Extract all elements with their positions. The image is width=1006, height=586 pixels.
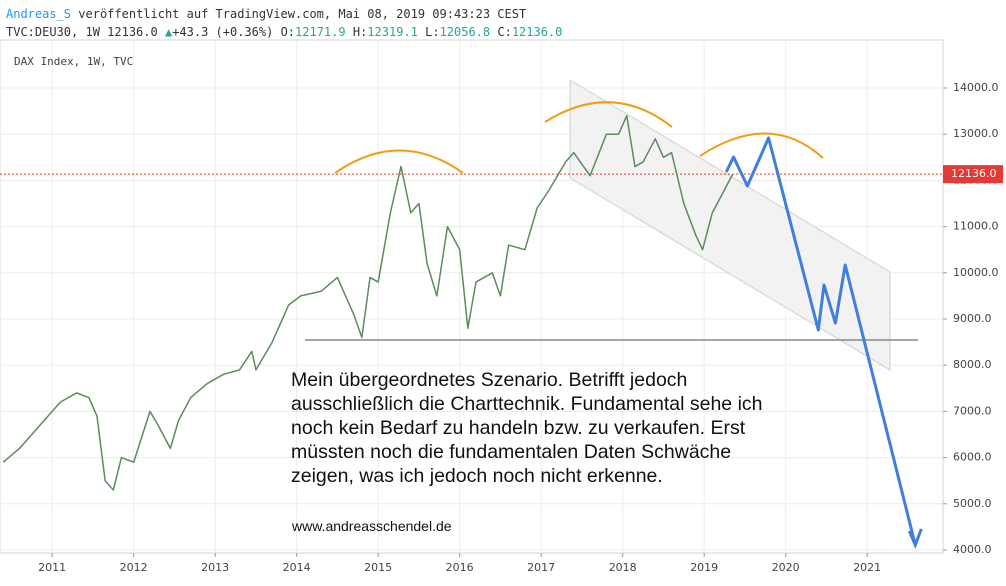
ohlc-value: 12056.8 — [439, 25, 491, 39]
website: www.andreasschendel.de — [292, 518, 452, 534]
x-tick-label: 2020 — [772, 561, 800, 574]
arc — [699, 132, 824, 159]
arrow: ▲ — [164, 25, 173, 39]
arrow-head — [907, 528, 923, 550]
ohlc-value: 12136.0 — [511, 25, 563, 39]
ohlc-key: L: — [425, 25, 440, 39]
ohlc-value: 12171.9 — [295, 25, 346, 39]
ohlc-key: H: — [352, 25, 368, 39]
x-tick-label: 2016 — [446, 561, 474, 574]
x-tick-label: 2014 — [283, 561, 311, 574]
symbol: TVC:DEU30, 1W 12136.0 — [6, 25, 158, 39]
x-tick-label: 2018 — [609, 561, 637, 574]
header-line: Andreas_S veröffentlicht auf TradingView… — [6, 5, 562, 23]
x-tick-label: 2015 — [364, 561, 392, 574]
y-tick-label: 11000.0 — [953, 220, 999, 233]
price-box — [943, 165, 1003, 184]
y-tick-label: 9000.0 — [953, 312, 992, 325]
x-tick-label: 2011 — [38, 561, 66, 574]
ohlc-key: O: — [280, 25, 296, 39]
arc — [334, 149, 464, 174]
y-tick-label: 6000.0 — [953, 451, 992, 464]
comment: Mein übergeordnetes Szenario. Betrifft j… — [291, 368, 763, 488]
y-tick-label: 13000.0 — [953, 127, 999, 140]
y-tick-label: 4000.0 — [953, 543, 992, 556]
author: Andreas_S — [6, 7, 72, 21]
x-tick-label: 2019 — [690, 561, 718, 574]
price-label: 12136.0 — [951, 167, 997, 180]
y-tick-label: 5000.0 — [953, 497, 992, 510]
y-tick-label: 7000.0 — [953, 404, 992, 417]
x-tick-label: 2017 — [527, 561, 555, 574]
projection — [724, 136, 917, 546]
arc — [544, 101, 673, 128]
y-tick-label: 14000.0 — [953, 81, 999, 94]
price-line-series — [2, 114, 734, 491]
y-tick-label: 10000.0 — [953, 266, 999, 279]
change: +43.3 (+0.36%) — [172, 25, 274, 39]
comment-line: Mein übergeordnetes Szenario. Betrifft j… — [291, 369, 688, 391]
x-tick-label: 2021 — [853, 561, 881, 574]
ohlc-key: C: — [497, 25, 512, 39]
header: Andreas_S veröffentlicht auf TradingView… — [6, 5, 562, 41]
comment-line: müssten noch die fundamentalen Daten Sch… — [291, 441, 732, 463]
y-tick-label: 8000.0 — [953, 358, 992, 371]
comment-line: ausschließlich die Charttechnik. Fundame… — [291, 393, 763, 415]
ohlc-value: 12319.1 — [367, 25, 418, 39]
comment-line: noch kein Bedarf zu handeln bzw. zu verk… — [291, 417, 746, 439]
comment-line: zeigen, was ich jedoch noch nicht erkenn… — [291, 465, 663, 487]
x-tick-label: 2012 — [120, 561, 148, 574]
header-line: TVC:DEU30, 1W 12136.0 ▲+43.3 (+0.36%) O:… — [6, 23, 562, 41]
published: veröffentlicht auf TradingView.com, Mai … — [78, 7, 527, 21]
legend: DAX Index, 1W, TVC — [14, 55, 133, 68]
x-tick-label: 2013 — [201, 561, 229, 574]
